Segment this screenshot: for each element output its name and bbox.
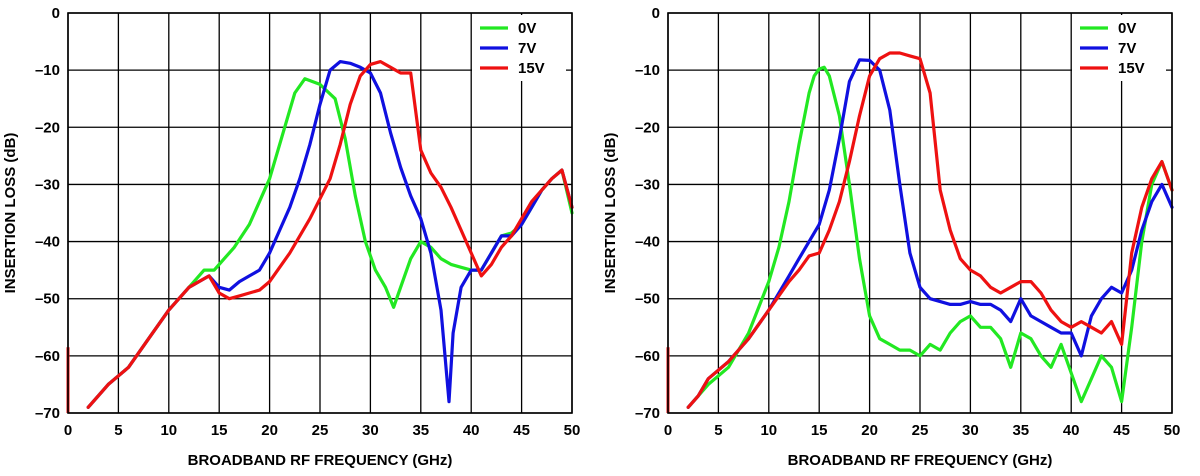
x-tick-label: 15 (811, 422, 828, 439)
x-tick-label: 0 (664, 422, 672, 439)
x-tick-label: 50 (564, 422, 581, 439)
x-tick-label: 40 (1063, 422, 1080, 439)
y-tick-label: –70 (635, 405, 660, 422)
series-line-7V (686, 58, 1174, 409)
x-tick-label: 45 (1113, 422, 1130, 439)
x-tick-label: 50 (1164, 422, 1181, 439)
y-tick-label: –50 (635, 291, 660, 308)
series-line-15V (86, 59, 574, 409)
legend-label: 15V (518, 60, 545, 77)
x-tick-label: 5 (714, 422, 722, 439)
x-tick-label: 30 (362, 422, 379, 439)
x-tick-label: 35 (1012, 422, 1029, 439)
x-tick-label: 45 (513, 422, 530, 439)
x-tick-label: 10 (160, 422, 177, 439)
y-tick-label: –10 (35, 62, 60, 79)
y-tick-label: –50 (35, 291, 60, 308)
chart-right: 0 5 10 15 20 25 30 35 40 45 50 0 –10 –20 –30 –40 –50 –60 –… (602, 5, 1180, 469)
x-tick-label: 25 (912, 422, 929, 439)
legend: 0V 7V 15V (1072, 15, 1166, 81)
y-tick-label: –10 (635, 62, 660, 79)
x-tick-label: 20 (261, 422, 278, 439)
x-tick-label: 30 (962, 422, 979, 439)
series-line-15V (686, 51, 1174, 409)
y-tick-label: –70 (35, 405, 60, 422)
y-tick-label: –30 (35, 176, 60, 193)
x-tick-label: 35 (412, 422, 429, 439)
chart-left: 0 5 10 15 20 25 30 35 40 45 50 0 –10 –20 –30 –40 –50 –60 –… (2, 5, 580, 469)
x-tick-label: 25 (312, 422, 329, 439)
y-tick-label: –20 (635, 119, 660, 136)
x-tick-label: 5 (114, 422, 122, 439)
y-axis-title: INSERTION LOSS (dB) (2, 133, 19, 294)
y-tick-label: 0 (52, 5, 60, 22)
y-tick-label: –60 (35, 348, 60, 365)
y-tick-label: –20 (35, 119, 60, 136)
x-tick-label: 15 (211, 422, 228, 439)
legend-label: 15V (1118, 60, 1145, 77)
x-axis-title: BROADBAND RF FREQUENCY (GHz) (788, 452, 1053, 469)
legend-label: 7V (518, 40, 536, 57)
y-tick-label: 0 (652, 5, 660, 22)
legend-label: 0V (1118, 20, 1136, 37)
y-tick-label: –40 (35, 234, 60, 251)
x-tick-label: 10 (760, 422, 777, 439)
x-tick-label: 0 (64, 422, 72, 439)
x-axis-title: BROADBAND RF FREQUENCY (GHz) (188, 452, 453, 469)
x-tick-label: 20 (861, 422, 878, 439)
legend: 0V 7V 15V (472, 15, 566, 81)
y-tick-label: –60 (635, 348, 660, 365)
legend-label: 0V (518, 20, 536, 37)
y-tick-label: –30 (635, 176, 660, 193)
legend-label: 7V (1118, 40, 1136, 57)
plot-frame (67, 12, 573, 414)
series-line-0V (686, 65, 1174, 409)
plot-frame (667, 12, 1173, 414)
y-axis-title: INSERTION LOSS (dB) (602, 133, 619, 294)
x-tick-label: 40 (463, 422, 480, 439)
y-tick-label: –40 (635, 234, 660, 251)
